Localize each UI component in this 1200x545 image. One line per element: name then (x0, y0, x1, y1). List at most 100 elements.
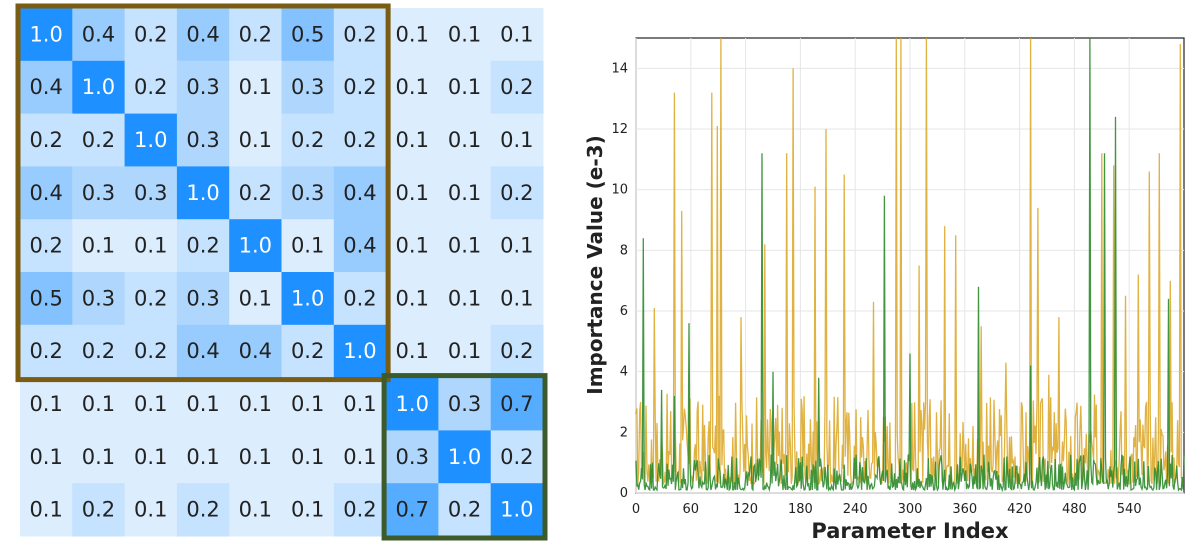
x-tick-label: 360 (952, 502, 977, 517)
heatmap-cell-value: 0.2 (134, 22, 167, 46)
heatmap-cell (333, 8, 387, 62)
x-tick-label: 240 (843, 502, 868, 517)
heatmap-cell (281, 483, 335, 537)
heatmap-cell (333, 272, 387, 326)
x-tick-label: 300 (898, 502, 923, 517)
heatmap-cell-value: 0.1 (448, 286, 481, 310)
heatmap-cell-value: 0.4 (82, 22, 115, 46)
heatmap-cell (281, 166, 335, 220)
heatmap-cell (333, 430, 387, 484)
heatmap-cell-value: 0.3 (186, 75, 219, 99)
heatmap-cell (281, 377, 335, 431)
heatmap-cell (386, 8, 439, 62)
x-tick-label: 60 (683, 502, 700, 517)
heatmap-cell-value: 0.2 (134, 339, 167, 363)
heatmap-cell-value: 0.2 (343, 75, 376, 99)
heatmap-cell-value: 0.1 (448, 234, 481, 258)
heatmap-cell (229, 377, 282, 431)
heatmap-cell-value: 1.0 (343, 339, 376, 363)
heatmap-cell-value: 0.3 (134, 181, 167, 205)
heatmap-cell-value: 0.2 (343, 128, 376, 152)
heatmap-cell-value: 0.2 (239, 22, 272, 46)
heatmap-cell-value: 0.2 (343, 498, 376, 522)
x-tick-label: 0 (632, 502, 640, 517)
heatmap-cell (124, 166, 178, 220)
heatmap-cell (124, 324, 178, 379)
heatmap-cell-value: 0.1 (396, 339, 429, 363)
heatmap-cell (124, 377, 178, 431)
heatmap-cell (176, 166, 230, 220)
heatmap-cell-value: 0.4 (239, 339, 272, 363)
heatmap-cell (176, 113, 230, 167)
heatmap-cell (229, 430, 282, 484)
heatmap-cell-value: 0.3 (291, 75, 324, 99)
heatmap-cell-value: 0.3 (396, 445, 429, 469)
heatmap-cell (124, 430, 178, 484)
heatmap-cell (20, 166, 73, 220)
heatmap-cell-value: 0.1 (448, 181, 481, 205)
heatmap-cell (438, 483, 492, 537)
heatmap-cell (72, 8, 126, 62)
heatmap-cell-value: 0.4 (186, 22, 219, 46)
heatmap-cell (490, 113, 544, 167)
heatmap-cell (20, 60, 73, 115)
heatmap-cell-value: 0.3 (186, 286, 219, 310)
heatmap-cell-value: 0.1 (134, 392, 167, 416)
heatmap-cell-value: 0.1 (239, 75, 272, 99)
heatmap-cell-value: 0.1 (29, 445, 62, 469)
heatmap-cell (438, 60, 492, 115)
heatmap-cell (229, 60, 282, 115)
heatmap-cell-value: 0.1 (29, 498, 62, 522)
y-tick-label: 14 (611, 61, 628, 76)
heatmap-cell-value: 0.1 (29, 392, 62, 416)
heatmap-cell-value: 0.1 (82, 445, 115, 469)
heatmap-cell (72, 377, 126, 431)
heatmap-cell (72, 272, 126, 326)
heatmap-cell-value: 0.4 (29, 181, 62, 205)
heatmap-cell-value: 0.1 (396, 234, 429, 258)
heatmap-cell-value: 0.2 (500, 445, 533, 469)
heatmap-cell-value: 0.4 (343, 181, 376, 205)
importance-line-chart: Importance Value (e-3) Parameter Index 0… (583, 37, 1185, 543)
heatmap-cell (176, 377, 230, 431)
heatmap-cell (438, 430, 492, 484)
heatmap-cell-value: 0.1 (291, 234, 324, 258)
heatmap-cell (386, 60, 439, 115)
heatmap-cell (333, 377, 387, 431)
heatmap-cell-value: 0.2 (343, 22, 376, 46)
y-tick-label: 2 (620, 425, 628, 440)
heatmap-cell (281, 324, 335, 379)
x-tick-label: 540 (1117, 502, 1142, 517)
heatmap-cell (438, 113, 492, 167)
heatmap-cell (124, 113, 178, 167)
heatmap-cell-value: 1.0 (448, 445, 481, 469)
heatmap-cell-value: 0.2 (291, 339, 324, 363)
heatmap-cell-value: 0.2 (500, 75, 533, 99)
heatmap-cell (176, 8, 230, 62)
heatmap-cell (20, 430, 73, 484)
heatmap-cell-value: 0.5 (291, 22, 324, 46)
y-axis-label: Importance Value (e-3) (583, 135, 607, 394)
heatmap-cell-value: 0.1 (291, 392, 324, 416)
heatmap-cell (386, 430, 439, 484)
heatmap-cell (229, 219, 282, 273)
group-outline (381, 373, 548, 541)
heatmap-cell (490, 166, 544, 220)
heatmap-cell (176, 272, 230, 326)
heatmap-cell-value: 0.4 (186, 339, 219, 363)
heatmap-cell (333, 483, 387, 537)
x-tick-label: 420 (1007, 502, 1032, 517)
heatmap-cell (124, 272, 178, 326)
heatmap-cell-value: 0.2 (82, 339, 115, 363)
heatmap-cell-value: 1.0 (291, 286, 324, 310)
heatmap-cell (333, 166, 387, 220)
heatmap-cell-value: 0.3 (82, 286, 115, 310)
heatmap-cell (490, 219, 544, 273)
series-line (635, 37, 1185, 493)
heatmap-cell (281, 272, 335, 326)
heatmap-cell (72, 430, 126, 484)
heatmap-cell-value: 0.1 (448, 22, 481, 46)
y-tick-label: 8 (620, 243, 628, 258)
heatmap-cell-value: 0.7 (396, 498, 429, 522)
heatmap-cell-value: 0.5 (29, 286, 62, 310)
